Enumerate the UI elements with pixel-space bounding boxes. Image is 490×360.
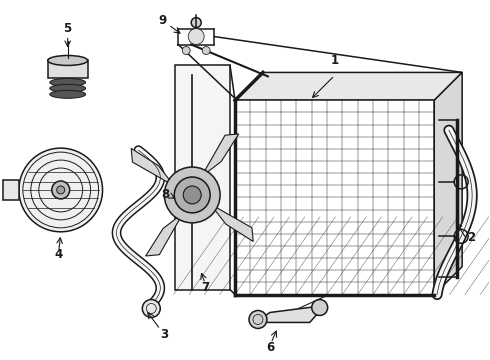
Circle shape [188,28,204,45]
Circle shape [52,181,70,199]
Circle shape [182,46,190,54]
Polygon shape [210,204,253,242]
Polygon shape [3,180,19,200]
Text: 7: 7 [201,281,209,294]
Circle shape [164,167,220,223]
Text: 6: 6 [266,341,274,354]
Polygon shape [175,66,230,289]
Circle shape [174,177,210,213]
Text: 3: 3 [160,328,169,341]
Polygon shape [235,72,462,100]
Circle shape [57,186,65,194]
Polygon shape [434,72,462,294]
Polygon shape [235,100,434,294]
Text: 9: 9 [158,14,167,27]
Text: 8: 8 [161,188,170,202]
Text: 4: 4 [54,248,63,261]
Polygon shape [131,148,174,186]
Circle shape [142,300,160,318]
Polygon shape [48,60,88,78]
Ellipse shape [50,78,86,86]
Circle shape [312,300,328,315]
Polygon shape [255,306,325,323]
Text: 1: 1 [331,54,339,67]
Polygon shape [201,134,239,177]
Polygon shape [146,213,183,256]
Ellipse shape [50,90,86,98]
Ellipse shape [50,84,86,92]
Circle shape [191,18,201,28]
Circle shape [19,148,102,232]
Text: 2: 2 [467,231,475,244]
Text: 5: 5 [64,22,72,35]
Circle shape [249,310,267,328]
Circle shape [183,186,201,204]
Circle shape [202,46,210,54]
Ellipse shape [48,55,88,66]
